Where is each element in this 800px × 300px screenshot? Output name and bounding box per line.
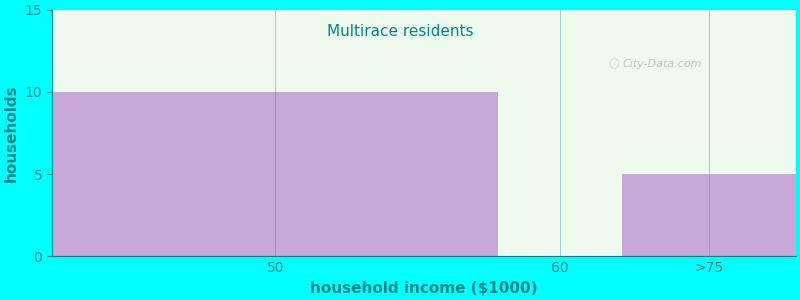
Text: Multirace residents: Multirace residents (326, 24, 474, 39)
X-axis label: household income ($1000): household income ($1000) (310, 281, 538, 296)
Bar (52, 92, 498, 256)
Y-axis label: households: households (4, 84, 19, 182)
Bar (622, 174, 796, 256)
Text: ○: ○ (608, 58, 619, 70)
Text: City-Data.com: City-Data.com (622, 59, 702, 69)
